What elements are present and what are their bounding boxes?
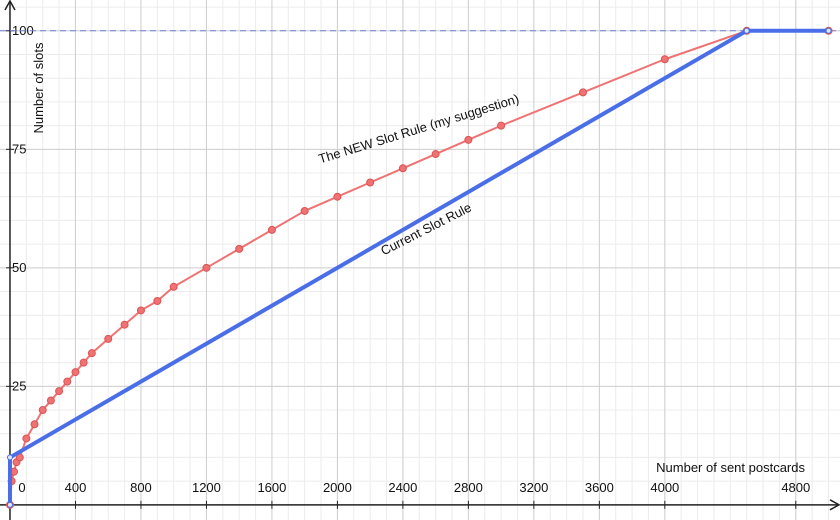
data-point	[825, 27, 832, 34]
data-point	[87, 349, 96, 358]
x-tick-label: 3200	[519, 480, 548, 495]
data-point	[6, 501, 13, 508]
y-tick-label: 50	[12, 260, 26, 275]
x-tick-label: 3600	[585, 480, 614, 495]
x-tick-label: 2800	[454, 480, 483, 495]
y-tick-label: 100	[12, 23, 34, 38]
data-point	[431, 150, 440, 159]
data-point	[120, 320, 129, 329]
data-point	[660, 55, 669, 64]
data-point	[63, 377, 72, 386]
data-point	[153, 297, 162, 306]
x-tick-label: 2400	[388, 480, 417, 495]
x-tick-label: 0	[18, 480, 25, 495]
series-line	[7, 28, 829, 505]
data-point	[169, 282, 178, 291]
data-point	[300, 206, 309, 215]
data-point	[743, 27, 750, 34]
y-axis-label: Number of slots	[31, 42, 46, 134]
data-point	[333, 192, 342, 201]
data-point	[46, 396, 55, 405]
y-tick-label: 75	[12, 141, 26, 156]
data-point	[38, 406, 47, 415]
data-point	[267, 225, 276, 234]
data-point	[136, 306, 145, 315]
data-point	[578, 88, 587, 97]
data-point	[366, 178, 375, 187]
x-tick-label: 4000	[650, 480, 679, 495]
data-point	[464, 135, 473, 144]
x-axis-arrow	[829, 499, 840, 511]
x-axis-label: Number of sent postcards	[656, 460, 805, 475]
data-point	[71, 368, 80, 377]
data-point	[202, 263, 211, 272]
x-tick-label: 2000	[323, 480, 352, 495]
data-point	[79, 358, 88, 367]
data-point	[55, 387, 64, 396]
x-tick-label: 400	[65, 480, 87, 495]
x-tick-label: 4800	[781, 480, 810, 495]
data-point	[497, 121, 506, 130]
data-point	[235, 244, 244, 253]
x-tick-label: 1600	[257, 480, 286, 495]
data-point	[104, 334, 113, 343]
data-point	[30, 420, 39, 429]
y-axis-arrow	[4, 0, 16, 11]
data-point	[6, 454, 13, 461]
data-point	[398, 164, 407, 173]
y-tick-label: 25	[12, 378, 26, 393]
x-tick-label: 800	[130, 480, 152, 495]
data-point	[22, 434, 31, 443]
x-tick-label: 1200	[192, 480, 221, 495]
